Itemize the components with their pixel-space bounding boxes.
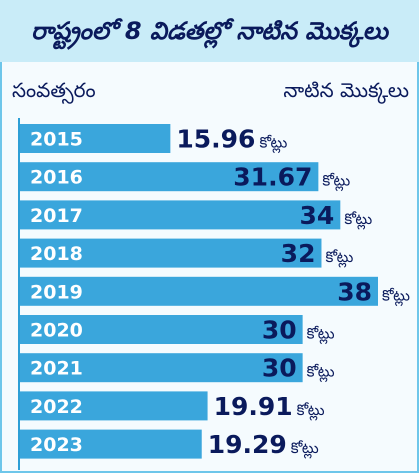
value-label: 31.67 xyxy=(233,163,312,192)
year-label: 2018 xyxy=(30,243,83,265)
value-label: 19.29 xyxy=(208,430,287,459)
value-label: 32 xyxy=(281,239,316,268)
bar-2016 xyxy=(20,162,319,192)
unit-label: కోట్లు xyxy=(322,172,350,192)
bar-2018 xyxy=(20,238,322,268)
year-label: 2020 xyxy=(30,320,83,342)
value-label: 15.96 xyxy=(176,125,255,154)
unit-label: కోట్లు xyxy=(325,248,353,268)
year-label: 2017 xyxy=(30,205,83,227)
unit-label: కోట్లు xyxy=(291,439,319,459)
axis-line xyxy=(18,118,20,470)
year-label: 2021 xyxy=(30,358,83,380)
unit-label: కోట్లు xyxy=(259,134,287,154)
bar-2017 xyxy=(20,200,341,230)
bar-2019 xyxy=(20,276,378,306)
unit-label: కోట్లు xyxy=(344,210,372,230)
unit-label: కోట్లు xyxy=(382,286,410,306)
bar-2023 xyxy=(20,429,202,459)
bar-2015 xyxy=(20,124,171,153)
year-label: 2019 xyxy=(30,281,83,303)
unit-label: కోట్లు xyxy=(297,401,325,421)
year-label: 2022 xyxy=(30,396,83,418)
unit-label: కోట్లు xyxy=(307,363,335,383)
year-label: 2016 xyxy=(30,167,83,189)
year-label: 2015 xyxy=(30,129,83,151)
chart-title: రాష్ట్రంలో 8 విడతల్లో నాటిన మొక్కలు xyxy=(31,17,388,45)
bar-2020 xyxy=(20,315,303,344)
value-label: 34 xyxy=(300,201,335,230)
bar-2022 xyxy=(20,391,208,421)
year-column-header: సంవత్సరం xyxy=(12,78,96,102)
unit-label: కోట్లు xyxy=(307,325,335,345)
title-bar xyxy=(0,0,419,62)
value-label: 38 xyxy=(337,277,372,306)
bar-2021 xyxy=(20,353,303,383)
value-label: 19.91 xyxy=(214,392,293,421)
value-label: 30 xyxy=(262,354,297,383)
plants-column-header: నాటిన మొక్కలు xyxy=(283,78,409,102)
value-label: 30 xyxy=(262,316,297,345)
year-label: 2023 xyxy=(30,434,83,456)
